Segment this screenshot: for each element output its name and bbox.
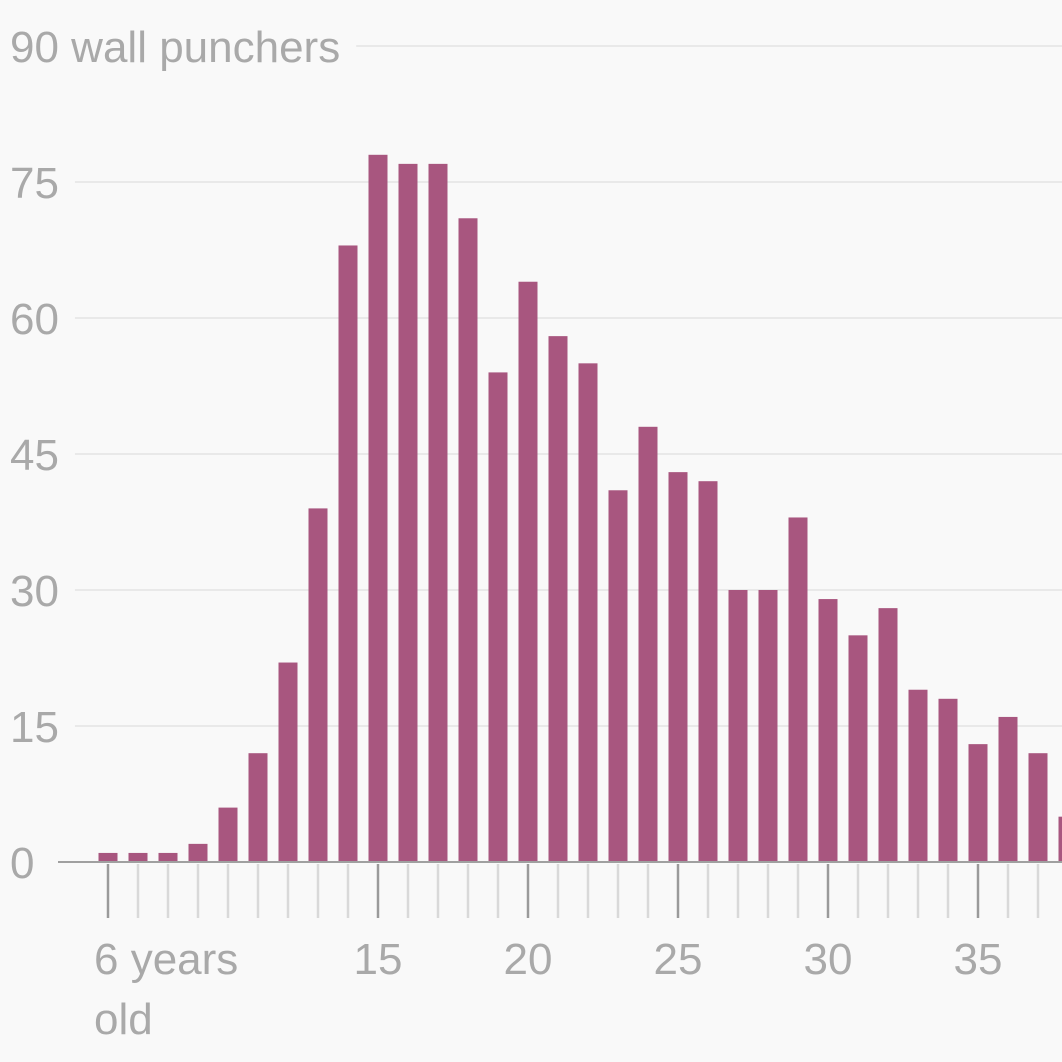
bar bbox=[368, 154, 388, 863]
bar bbox=[398, 163, 418, 862]
bar bbox=[578, 363, 598, 862]
bar bbox=[308, 508, 328, 862]
bar bbox=[788, 517, 808, 862]
y-tick-label: 15 bbox=[10, 703, 59, 752]
bar bbox=[248, 753, 268, 862]
bar bbox=[968, 744, 988, 862]
bar bbox=[548, 336, 568, 863]
x-tick-label: 35 bbox=[954, 935, 1003, 984]
bar bbox=[1028, 753, 1048, 862]
x-tick-label: 6 years old bbox=[94, 935, 238, 1044]
bar bbox=[278, 662, 298, 862]
bar bbox=[998, 716, 1018, 862]
bar bbox=[728, 590, 748, 862]
bar bbox=[98, 852, 118, 862]
x-tick-label: 25 bbox=[654, 935, 703, 984]
bar bbox=[188, 843, 208, 862]
x-axis: 6 years old 15 20 25 30 35 bbox=[58, 861, 1062, 1044]
y-tick-label: 0 bbox=[10, 839, 34, 888]
x-tick-label: 15 bbox=[354, 935, 403, 984]
y-tick-label: 60 bbox=[10, 295, 59, 344]
bar bbox=[608, 490, 628, 862]
bar bbox=[758, 590, 778, 862]
y-tick-label: 75 bbox=[10, 159, 59, 208]
x-tick-label: 20 bbox=[504, 935, 553, 984]
bar bbox=[938, 698, 958, 862]
bar bbox=[1058, 816, 1062, 862]
bar bbox=[428, 163, 448, 862]
bar bbox=[338, 245, 358, 862]
bar bbox=[488, 372, 508, 862]
bar bbox=[518, 281, 538, 862]
bar bbox=[668, 472, 688, 862]
bar bbox=[458, 218, 478, 862]
bar bbox=[908, 689, 928, 862]
bar bbox=[638, 426, 658, 862]
bar bbox=[218, 807, 238, 862]
bar bbox=[878, 608, 898, 862]
bar bbox=[848, 635, 868, 862]
gridlines bbox=[74, 45, 1062, 727]
y-tick-label: 30 bbox=[10, 567, 59, 616]
bar bbox=[818, 599, 838, 862]
x-tick-label: 30 bbox=[804, 935, 853, 984]
y-tick-label: 45 bbox=[10, 431, 59, 480]
bar bbox=[698, 481, 718, 862]
bar bbox=[128, 852, 148, 862]
bar bbox=[158, 852, 178, 862]
bars bbox=[98, 154, 1062, 863]
y-tick-label: 90 wall punchers bbox=[10, 23, 340, 72]
y-axis-labels: 0 15 30 45 60 75 90 wall punchers bbox=[10, 23, 340, 888]
